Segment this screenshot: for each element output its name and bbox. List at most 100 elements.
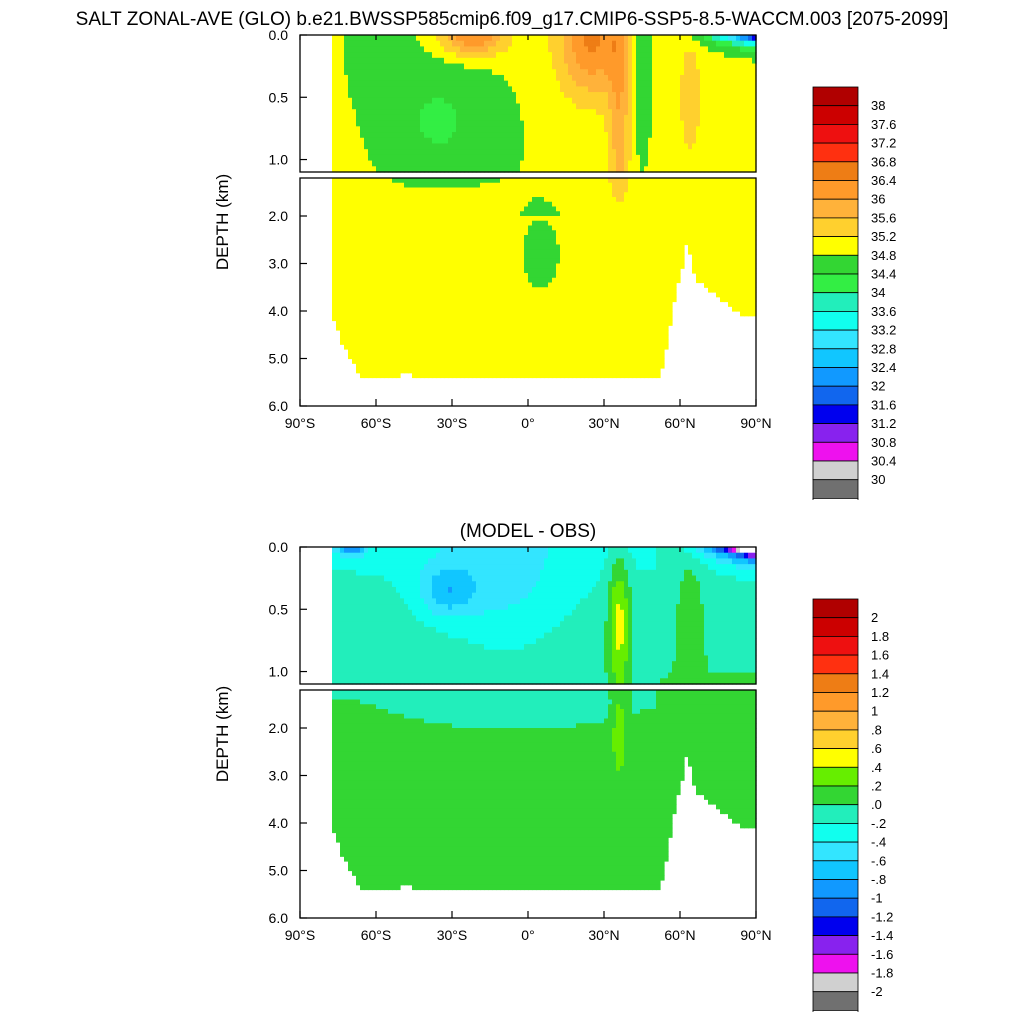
field-cell [376, 187, 381, 193]
field-cell [428, 296, 433, 303]
field-cell [444, 197, 449, 203]
field-cell [624, 258, 629, 265]
field-cell [604, 277, 609, 284]
field-cell [420, 109, 425, 116]
field-cell [432, 201, 437, 208]
field-cell [596, 52, 601, 59]
field-cell [344, 239, 349, 246]
field-cell [612, 292, 617, 298]
field-cell [552, 197, 557, 203]
field-cell [576, 143, 581, 150]
field-cell [628, 320, 633, 326]
field-cell [460, 92, 465, 99]
field-cell [600, 80, 605, 87]
field-cell [432, 97, 437, 105]
field-cell [476, 160, 481, 167]
field-cell [592, 372, 597, 379]
field-cell [352, 211, 357, 217]
field-cell [480, 187, 485, 193]
field-cell [424, 292, 429, 298]
field-cell [484, 126, 489, 133]
field-cell [596, 249, 601, 255]
field-cell [516, 52, 521, 59]
field-cell [584, 206, 589, 212]
field-cell [520, 254, 525, 260]
field-cell [596, 182, 601, 189]
field-cell [512, 192, 517, 198]
field-cell [472, 154, 477, 162]
field-cell [588, 358, 593, 364]
field-cell [504, 273, 509, 279]
salinity-panel: 90°S 60°S 30°S 0° 30°N 60°N 90°N 0.0 0.5 1.0 2.0 3.… [0, 0, 1024, 500]
field-cell [380, 230, 385, 236]
field-cell [452, 239, 457, 246]
field-cell [336, 192, 341, 198]
field-cell [364, 258, 369, 265]
field-cell [452, 225, 457, 231]
field-cell [384, 301, 389, 307]
field-cell [544, 57, 549, 65]
field-cell [404, 120, 409, 127]
field-cell [596, 225, 601, 231]
field-cell [508, 339, 513, 345]
field-cell [388, 132, 393, 139]
field-cell [636, 40, 641, 48]
field-cell [352, 103, 357, 110]
field-cell [620, 103, 625, 110]
field-cell [496, 311, 501, 317]
field-cell [540, 325, 545, 331]
field-cell [572, 35, 577, 42]
field-cell [520, 192, 525, 198]
field-cell [336, 244, 341, 250]
field-cell [412, 35, 417, 42]
field-cell [528, 368, 533, 374]
field-cell [440, 263, 445, 269]
field-cell [592, 206, 597, 212]
field-cell [392, 315, 397, 322]
field-cell [388, 63, 393, 70]
field-cell [412, 230, 417, 236]
field-cell [504, 325, 509, 331]
field-cell [356, 166, 361, 173]
field-cell [448, 97, 453, 105]
field-cell [396, 287, 401, 293]
field-cell [536, 182, 541, 189]
field-cell [456, 363, 461, 369]
field-cell [544, 154, 549, 162]
field-cell [444, 57, 449, 65]
field-cell [432, 358, 437, 364]
field-cell [612, 109, 617, 116]
field-cell [572, 166, 577, 173]
field-cell [520, 109, 525, 116]
field-cell [628, 296, 633, 303]
field-cell [424, 258, 429, 265]
field-cell [404, 182, 409, 189]
field-cell [336, 282, 341, 288]
field-cell [420, 363, 425, 369]
field-cell [448, 244, 453, 250]
field-cell [572, 334, 577, 341]
field-cell [592, 292, 597, 298]
field-cell [452, 97, 457, 105]
field-cell [600, 211, 605, 217]
field-cell [576, 97, 581, 105]
field-cell [432, 277, 437, 284]
field-cell [508, 149, 513, 156]
field-cell [560, 301, 565, 307]
field-cell [340, 109, 345, 116]
field-cell [588, 273, 593, 279]
field-cell [560, 268, 565, 274]
field-cell [364, 187, 369, 193]
field-cell [332, 120, 337, 127]
field-cell [576, 301, 581, 307]
field-cell [368, 363, 373, 369]
field-cell [564, 254, 569, 260]
field-cell [384, 35, 389, 42]
field-cell [360, 254, 365, 260]
field-cell [396, 311, 401, 317]
field-cell [368, 254, 373, 260]
field-cell [616, 201, 621, 208]
field-cell [452, 197, 457, 203]
field-cell [568, 197, 573, 203]
field-cell [552, 52, 557, 59]
